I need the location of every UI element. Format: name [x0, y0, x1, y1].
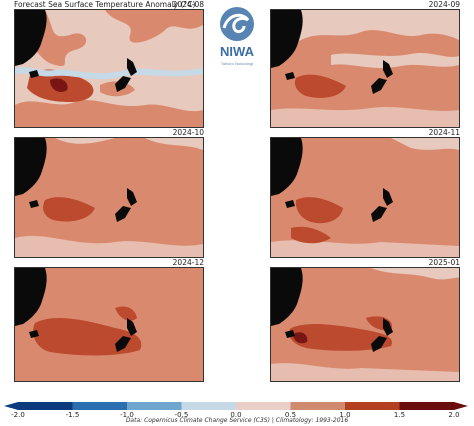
colorbar-segment: [18, 402, 73, 410]
logo-subtext: Taihoro Nukurangi: [221, 61, 254, 66]
colorbar-tick-label: 1.0: [339, 411, 351, 419]
colorbar-tick-label: 0.0: [230, 411, 242, 419]
figure-title: Forecast Sea Surface Temperature Anomaly…: [14, 0, 196, 9]
colorbar-tick-label: -2.0: [11, 411, 25, 419]
map-panel-2024-08: [14, 9, 204, 128]
map-panel-2024-11: [270, 137, 460, 258]
colorbar-segment: [181, 402, 237, 410]
panel-label-2024-09: 2024-09: [428, 0, 460, 9]
colorbar-tick-label: 1.5: [393, 411, 406, 419]
colorbar-tick-label: 2.0: [448, 411, 460, 419]
map-panel-2024-10: [14, 137, 204, 258]
colorbar-tick-label: -1.5: [65, 411, 80, 419]
colorbar-segment: [345, 402, 400, 410]
panel-label-2024-11: 2024-11: [428, 128, 460, 137]
colorbar-tick-label: -0.5: [174, 411, 189, 419]
colorbar-segment: [127, 402, 182, 410]
panel-label-2025-01: 2025-01: [428, 258, 460, 267]
colorbar-tick-label: -1.0: [120, 411, 134, 419]
colorbar: [4, 402, 468, 410]
panel-label-2024-12: 2024-12: [172, 258, 204, 267]
panel-label-2024-08: 2024-08: [172, 0, 204, 9]
map-panel-2024-09: [270, 9, 460, 128]
map-panel-2025-01: [270, 267, 460, 382]
map-panel-2024-12: [14, 267, 204, 382]
colorbar-tick-label: 0.5: [284, 411, 297, 419]
data-credit: Data: Copernicus Climate Change Service …: [125, 417, 349, 424]
colorbar-segment: [236, 402, 291, 410]
colorbar-segment: [72, 402, 128, 410]
colorbar-segment: [399, 402, 455, 410]
colorbar-arrow-right: [454, 402, 468, 410]
panel-label-2024-10: 2024-10: [172, 128, 204, 137]
niwa-logo: NIWA Taihoro Nukurangi: [212, 4, 262, 72]
colorbar-arrow-left: [4, 402, 18, 410]
logo-wordmark: NIWA: [220, 44, 255, 59]
colorbar-segment: [290, 402, 346, 410]
